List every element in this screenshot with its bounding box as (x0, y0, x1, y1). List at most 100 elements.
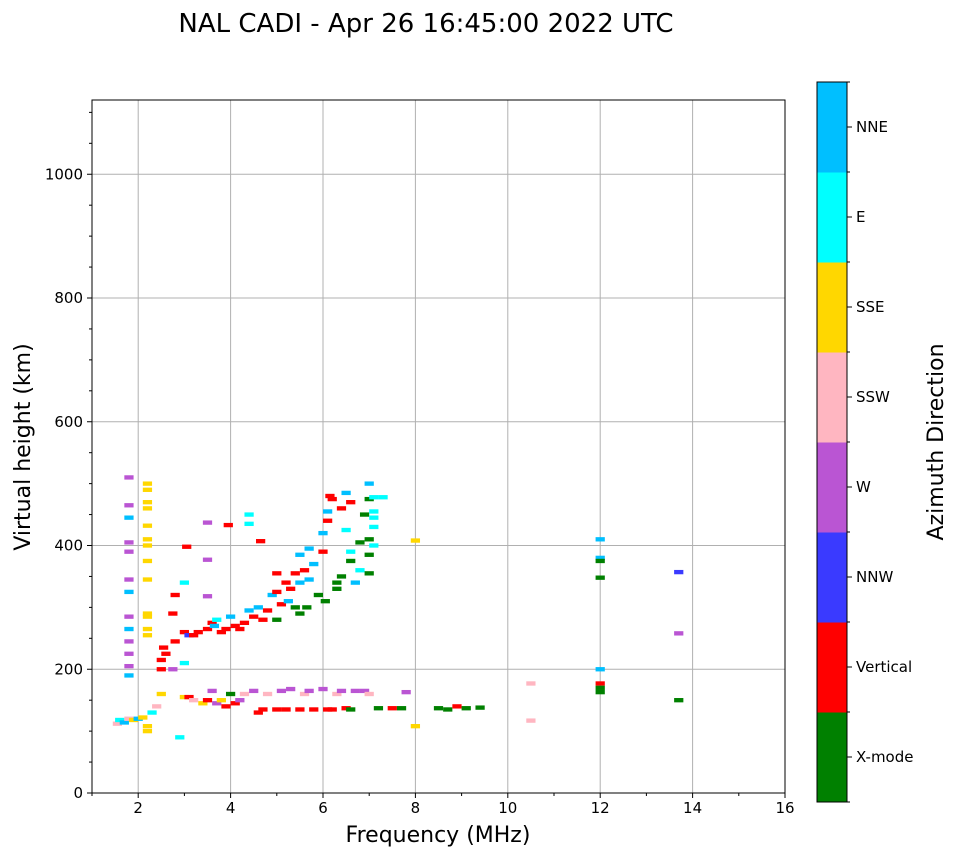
data-point-w (124, 614, 134, 619)
data-point-nne (253, 605, 263, 610)
data-point-vertical (327, 707, 337, 712)
colorbar-label-ssw: SSW (856, 388, 890, 406)
data-point-e (212, 617, 222, 622)
data-point-x-mode (373, 706, 384, 711)
data-point-w (212, 701, 222, 706)
data-point-vertical (276, 602, 287, 607)
data-point-vertical (161, 651, 171, 656)
data-point-nnw (674, 569, 684, 575)
data-point-e (369, 509, 379, 514)
data-point-nne (341, 490, 351, 496)
data-point-vertical (290, 571, 300, 576)
data-point-vertical (168, 611, 178, 616)
x-tick-label: 8 (411, 799, 421, 817)
data-point-sse (142, 537, 153, 542)
data-point-sse (142, 543, 153, 548)
data-point-w (124, 503, 134, 508)
data-point-vertical (207, 620, 217, 626)
data-point-vertical (249, 614, 259, 619)
data-point-nne (244, 608, 254, 613)
data-point-w (168, 667, 178, 672)
data-point-nne (295, 552, 305, 557)
data-point-x-mode (595, 558, 605, 564)
data-point-x-mode (396, 706, 407, 711)
x-tick-label: 6 (318, 799, 328, 817)
data-point-vertical (223, 522, 233, 528)
data-point-vertical (170, 592, 180, 598)
data-point-sse (142, 611, 153, 616)
colorbar-label-nnw: NNW (856, 568, 893, 586)
data-point-sse (156, 691, 166, 697)
colorbar: X-mode Vertical NNW W SSW SSE E NNE (816, 81, 913, 803)
data-point-ssw (364, 691, 374, 697)
data-point-ssw (112, 721, 123, 726)
y-tick-label: 0 (73, 784, 83, 802)
data-point-nne (283, 599, 293, 604)
data-point-sse (410, 724, 421, 729)
data-point-sse (138, 715, 148, 720)
data-point-w (401, 689, 411, 695)
data-point-x-mode (332, 586, 342, 591)
data-point-nne (595, 667, 605, 672)
data-point-vertical (184, 694, 194, 700)
data-point-nne (304, 546, 314, 551)
data-point-ssw (299, 691, 310, 697)
data-points (112, 475, 684, 740)
data-point-x-mode (295, 611, 305, 616)
data-point-x-mode (674, 698, 684, 703)
data-point-x-mode (364, 571, 374, 576)
y-tick-label: 1000 (45, 165, 83, 183)
data-point-vertical (253, 710, 263, 715)
data-point-x-mode (364, 552, 374, 557)
chart-title: NAL CADI - Apr 26 16:45:00 2022 UTC (178, 9, 673, 39)
data-point-x-mode (346, 558, 356, 564)
data-point-x-mode (595, 685, 605, 690)
data-point-e (175, 735, 185, 740)
data-point-w (336, 688, 347, 694)
x-tick-label: 2 (133, 799, 143, 817)
data-point-w (124, 540, 134, 545)
data-point-w (202, 594, 213, 599)
data-point-vertical (235, 626, 245, 632)
data-point-vertical (272, 707, 282, 712)
data-point-e (369, 515, 379, 520)
data-point-nne (595, 537, 605, 542)
data-point-vertical (272, 589, 282, 595)
y-tick-label: 600 (54, 413, 83, 431)
data-point-vertical (202, 626, 213, 632)
data-point-x-mode (290, 605, 300, 610)
colorbar-frame (816, 81, 848, 803)
data-point-nne (209, 623, 220, 629)
data-point-nne (309, 561, 319, 567)
colorbar-swatch (817, 622, 847, 713)
data-point-ssw (124, 716, 134, 721)
data-point-x-mode (595, 689, 605, 695)
data-point-vertical (318, 549, 328, 554)
x-tick-label: 4 (226, 799, 236, 817)
data-point-nne (124, 626, 134, 632)
data-point-nne (364, 481, 374, 486)
data-point-nne (124, 515, 134, 520)
data-point-e (369, 524, 379, 530)
data-point-vertical (281, 580, 291, 585)
data-point-vertical (256, 539, 266, 544)
data-point-x-mode (359, 512, 370, 517)
data-point-vertical (325, 493, 335, 499)
colorbar-swatch (817, 82, 847, 173)
data-point-w (207, 688, 217, 694)
data-point-x-mode (272, 617, 282, 622)
data-point-x-mode (433, 706, 444, 711)
x-tick-label: 10 (498, 799, 517, 817)
data-point-e (341, 527, 351, 533)
data-point-w (318, 686, 328, 692)
data-point-nnw (184, 633, 194, 638)
data-point-x-mode (332, 580, 342, 585)
data-point-vertical (230, 623, 240, 629)
data-point-e (346, 549, 356, 554)
data-point-vertical (262, 608, 273, 613)
data-point-w (350, 688, 360, 694)
data-point-vertical (158, 645, 169, 650)
data-point-vertical (221, 704, 231, 709)
data-point-sse (142, 724, 153, 729)
data-point-e (369, 495, 379, 500)
